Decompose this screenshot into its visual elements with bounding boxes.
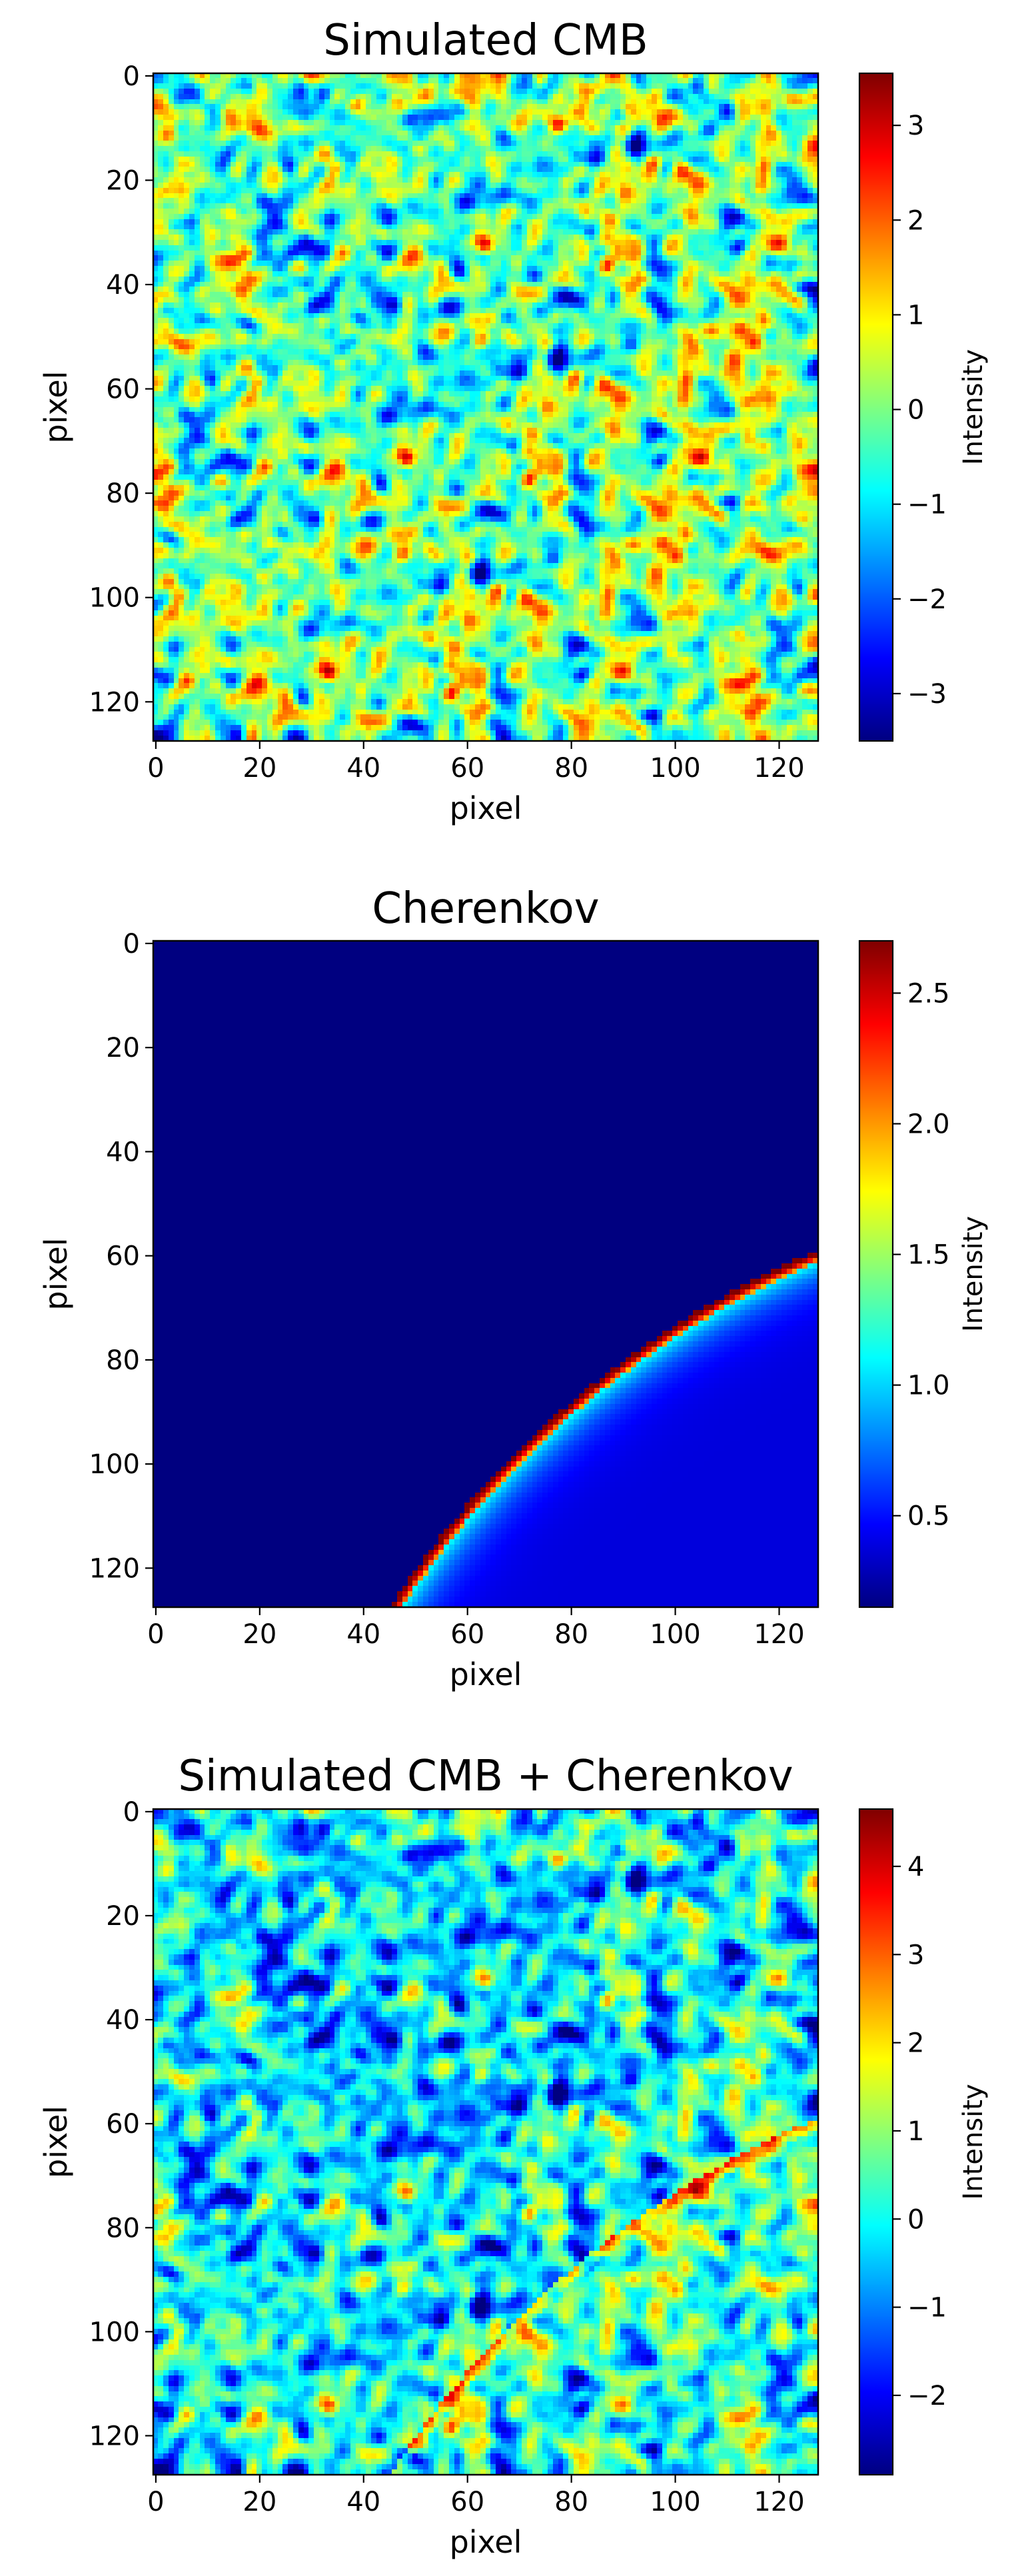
y-axis-label: pixel [38, 2106, 74, 2178]
colorbar-frame [858, 1808, 894, 2476]
x-axis-label: pixel [450, 1656, 522, 1692]
colorbar-tick-label: 1.5 [907, 1240, 950, 1271]
x-tick-label: 40 [346, 753, 380, 784]
y-tick-label: 80 [106, 2213, 140, 2244]
x-tick-label: 20 [243, 1619, 276, 1650]
y-tick-label: 80 [106, 1345, 140, 1376]
y-tick-label: 0 [123, 929, 140, 960]
x-tick-label: 100 [650, 753, 700, 784]
x-tick-label: 120 [754, 753, 804, 784]
colorbar-tick-label: 1 [907, 2116, 924, 2147]
y-axis-label: pixel [38, 1238, 74, 1311]
y-tick-label: 120 [89, 687, 140, 718]
colorbar-tick-label: −1 [907, 490, 947, 520]
plot-frame [152, 1808, 819, 2476]
colorbar-tick-label: −2 [907, 2381, 947, 2411]
x-axis-label: pixel [450, 2524, 522, 2560]
y-tick-label: 120 [89, 1553, 140, 1584]
colorbar-label: Intensity [958, 1216, 989, 1332]
x-tick-label: 100 [650, 1619, 700, 1650]
x-tick-label: 60 [450, 753, 484, 784]
x-tick-label: 40 [346, 1619, 380, 1650]
y-tick-label: 20 [106, 1033, 140, 1063]
colorbar-tick-label: 2.0 [907, 1109, 950, 1140]
y-tick-label: 100 [89, 1449, 140, 1480]
plot-frame [152, 940, 819, 1609]
colorbar-tick-label: 3 [907, 111, 924, 141]
colorbar-tick-label: −3 [907, 679, 947, 710]
x-tick-label: 0 [147, 753, 164, 784]
x-axis-label: pixel [450, 790, 522, 826]
x-tick-label: 60 [450, 1619, 484, 1650]
colorbar-frame [858, 72, 894, 742]
y-tick-label: 60 [106, 2109, 140, 2140]
chart-title: Cherenkov [372, 884, 599, 934]
x-tick-label: 80 [554, 753, 588, 784]
chart-title: Simulated CMB + Cherenkov [178, 1752, 793, 1801]
colorbar-tick-label: 2 [907, 2028, 924, 2059]
colorbar-tick-label: 3 [907, 1940, 924, 1970]
y-axis-label: pixel [38, 371, 74, 444]
colorbar-label: Intensity [958, 2084, 989, 2200]
y-tick-label: 60 [106, 1241, 140, 1272]
colorbar-frame [858, 940, 894, 1609]
colorbar-tick-label: 1 [907, 300, 924, 330]
colorbar-tick-label: −1 [907, 2293, 947, 2323]
x-tick-label: 60 [450, 2487, 484, 2517]
colorbar-tick-label: 2 [907, 205, 924, 236]
colorbar-tick-label: 4 [907, 1852, 924, 1882]
y-tick-label: 40 [106, 270, 140, 301]
x-tick-label: 80 [554, 2487, 588, 2517]
y-tick-label: 20 [106, 165, 140, 196]
x-tick-label: 40 [346, 2487, 380, 2517]
plot-frame [152, 72, 819, 742]
y-tick-label: 100 [89, 2317, 140, 2347]
colorbar-label: Intensity [958, 349, 989, 465]
x-tick-label: 100 [650, 2487, 700, 2517]
x-tick-label: 120 [754, 2487, 804, 2517]
x-tick-label: 0 [147, 1619, 164, 1650]
colorbar-tick-label: 0 [907, 395, 924, 426]
y-tick-label: 60 [106, 374, 140, 405]
y-tick-label: 120 [89, 2421, 140, 2451]
y-tick-label: 80 [106, 478, 140, 509]
x-tick-label: 0 [147, 2487, 164, 2517]
y-tick-label: 20 [106, 1901, 140, 1932]
y-tick-label: 0 [123, 61, 140, 92]
y-tick-label: 0 [123, 1797, 140, 1828]
y-tick-label: 40 [106, 2005, 140, 2036]
x-tick-label: 120 [754, 1619, 804, 1650]
colorbar-tick-label: 1.0 [907, 1371, 950, 1401]
y-tick-label: 100 [89, 583, 140, 614]
x-tick-label: 20 [243, 753, 276, 784]
x-tick-label: 80 [554, 1619, 588, 1650]
x-tick-label: 20 [243, 2487, 276, 2517]
y-tick-label: 40 [106, 1137, 140, 1167]
chart-title: Simulated CMB [323, 16, 648, 65]
colorbar-tick-label: 0 [907, 2204, 924, 2235]
colorbar-tick-label: 2.5 [907, 978, 950, 1009]
colorbar-tick-label: 0.5 [907, 1501, 950, 1532]
colorbar-tick-label: −2 [907, 584, 947, 615]
